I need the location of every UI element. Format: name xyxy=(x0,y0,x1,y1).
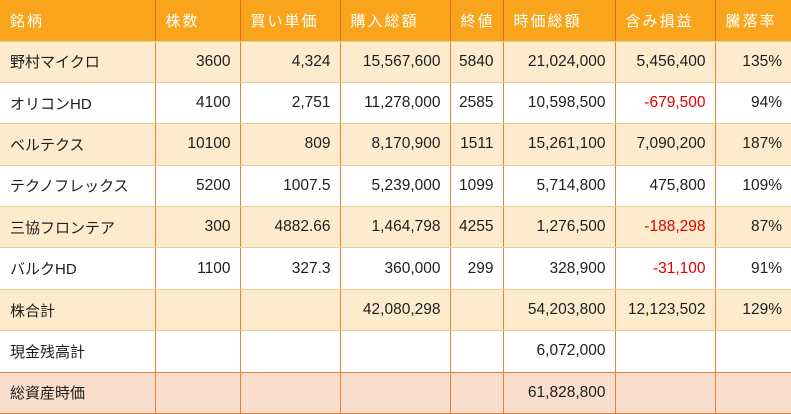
cell-unrealized-pl[interactable]: -679,500 xyxy=(615,82,716,125)
cell-shares[interactable]: 1100 xyxy=(155,247,241,290)
cell-buy-price[interactable] xyxy=(240,372,341,414)
cell-unrealized-pl[interactable] xyxy=(615,330,716,373)
cell-shares[interactable]: 10100 xyxy=(155,123,241,166)
column-header-purchase-total[interactable]: 購入総額 xyxy=(340,0,451,42)
cell-name[interactable]: 三協フロンテア xyxy=(0,206,156,249)
cell-purchase-total[interactable]: 15,567,600 xyxy=(340,41,451,83)
cell-market-value[interactable]: 54,203,800 xyxy=(503,289,616,332)
cell-market-value[interactable]: 21,024,000 xyxy=(503,41,616,83)
cell-name[interactable]: 野村マイクロ xyxy=(0,41,156,83)
cell-shares[interactable] xyxy=(155,289,241,332)
cell-market-value[interactable]: 10,598,500 xyxy=(503,82,616,125)
cell-change-rate[interactable]: 87% xyxy=(715,206,791,249)
table-row: 総資産時価 61,828,800 xyxy=(0,372,791,414)
cell-market-value[interactable]: 1,276,500 xyxy=(503,206,616,249)
cell-unrealized-pl[interactable] xyxy=(615,372,716,414)
table-row: ベルテクス 10100 809 8,170,900 1511 15,261,100 7,09… xyxy=(0,123,791,166)
cell-unrealized-pl[interactable]: 5,456,400 xyxy=(615,41,716,83)
cell-change-rate[interactable]: 91% xyxy=(715,247,791,290)
table-row: バルクHD 1100 327.3 360,000 299 328,900 -31,100 91… xyxy=(0,247,791,290)
cell-purchase-total[interactable] xyxy=(340,372,451,414)
cell-close-price[interactable] xyxy=(450,372,504,414)
cell-change-rate[interactable]: 94% xyxy=(715,82,791,125)
cell-purchase-total[interactable]: 360,000 xyxy=(340,247,451,290)
column-header-change-rate[interactable]: 騰落率 xyxy=(715,0,791,42)
cell-buy-price[interactable] xyxy=(240,289,341,332)
cell-name[interactable]: 株合計 xyxy=(0,289,156,332)
cell-name[interactable]: 現金残高計 xyxy=(0,330,156,373)
cell-close-price[interactable]: 1511 xyxy=(450,123,504,166)
cell-purchase-total[interactable]: 8,170,900 xyxy=(340,123,451,166)
cell-shares[interactable]: 4100 xyxy=(155,82,241,125)
cell-buy-price[interactable]: 2,751 xyxy=(240,82,341,125)
cell-name[interactable]: テクノフレックス xyxy=(0,165,156,208)
cell-market-value[interactable]: 15,261,100 xyxy=(503,123,616,166)
cell-unrealized-pl[interactable]: 12,123,502 xyxy=(615,289,716,332)
cell-purchase-total[interactable]: 5,239,000 xyxy=(340,165,451,208)
cell-unrealized-pl[interactable]: 7,090,200 xyxy=(615,123,716,166)
cell-change-rate[interactable]: 109% xyxy=(715,165,791,208)
cell-change-rate[interactable]: 187% xyxy=(715,123,791,166)
cell-shares[interactable] xyxy=(155,372,241,414)
cell-change-rate[interactable]: 135% xyxy=(715,41,791,83)
table-row: 野村マイクロ 3600 4,324 15,567,600 5840 21,024,000 5… xyxy=(0,41,791,83)
cell-shares[interactable]: 300 xyxy=(155,206,241,249)
cell-close-price[interactable]: 1099 xyxy=(450,165,504,208)
cell-name[interactable]: 総資産時価 xyxy=(0,372,156,414)
table-row: テクノフレックス 5200 1007.5 5,239,000 1099 5,714,800… xyxy=(0,165,791,208)
cell-unrealized-pl[interactable]: 475,800 xyxy=(615,165,716,208)
column-header-unrealized-pl[interactable]: 含み損益 xyxy=(615,0,716,42)
cell-close-price[interactable] xyxy=(450,330,504,373)
column-header-name[interactable]: 銘柄 xyxy=(0,0,156,42)
cell-close-price[interactable]: 299 xyxy=(450,247,504,290)
cell-change-rate[interactable]: 129% xyxy=(715,289,791,332)
table-row: オリコンHD 4100 2,751 11,278,000 2585 10,598,500-… xyxy=(0,82,791,125)
table-row: 三協フロンテア 300 4882.66 1,464,798 4255 1,276,500-… xyxy=(0,206,791,249)
cell-buy-price[interactable] xyxy=(240,330,341,373)
cell-buy-price[interactable]: 809 xyxy=(240,123,341,166)
cell-market-value[interactable]: 328,900 xyxy=(503,247,616,290)
cell-unrealized-pl[interactable]: -188,298 xyxy=(615,206,716,249)
cell-close-price[interactable]: 2585 xyxy=(450,82,504,125)
cell-buy-price[interactable]: 327.3 xyxy=(240,247,341,290)
cell-market-value[interactable]: 6,072,000 xyxy=(503,330,616,373)
cell-market-value[interactable]: 5,714,800 xyxy=(503,165,616,208)
cell-name[interactable]: オリコンHD xyxy=(0,82,156,125)
cell-name[interactable]: ベルテクス xyxy=(0,123,156,166)
cell-change-rate[interactable] xyxy=(715,330,791,373)
cell-name[interactable]: バルクHD xyxy=(0,247,156,290)
header-row: 銘柄 株数 買い単価 購入総額 終値 時価総額 含み損益 騰落率 xyxy=(0,0,791,42)
cell-purchase-total[interactable] xyxy=(340,330,451,373)
cell-change-rate[interactable] xyxy=(715,372,791,414)
column-header-market-value[interactable]: 時価総額 xyxy=(503,0,616,42)
cell-purchase-total[interactable]: 11,278,000 xyxy=(340,82,451,125)
cell-buy-price[interactable]: 1007.5 xyxy=(240,165,341,208)
cell-close-price[interactable]: 5840 xyxy=(450,41,504,83)
cell-shares[interactable]: 5200 xyxy=(155,165,241,208)
cell-close-price[interactable]: 4255 xyxy=(450,206,504,249)
cell-purchase-total[interactable]: 42,080,298 xyxy=(340,289,451,332)
cell-market-value[interactable]: 61,828,800 xyxy=(503,372,616,414)
column-header-close-price[interactable]: 終値 xyxy=(450,0,504,42)
column-header-shares[interactable]: 株数 xyxy=(155,0,241,42)
portfolio-table-body: 野村マイクロ 3600 4,324 15,567,600 5840 21,024,000 5… xyxy=(0,41,791,414)
table-row: 株合計 42,080,298 54,203,800 12,123,502 129% xyxy=(0,289,791,332)
cell-unrealized-pl[interactable]: -31,100 xyxy=(615,247,716,290)
cell-close-price[interactable] xyxy=(450,289,504,332)
table-row: 現金残高計 6,072,000 xyxy=(0,330,791,373)
cell-buy-price[interactable]: 4882.66 xyxy=(240,206,341,249)
column-header-buy-price[interactable]: 買い単価 xyxy=(240,0,341,42)
cell-buy-price[interactable]: 4,324 xyxy=(240,41,341,83)
cell-shares[interactable] xyxy=(155,330,241,373)
cell-shares[interactable]: 3600 xyxy=(155,41,241,83)
cell-purchase-total[interactable]: 1,464,798 xyxy=(340,206,451,249)
